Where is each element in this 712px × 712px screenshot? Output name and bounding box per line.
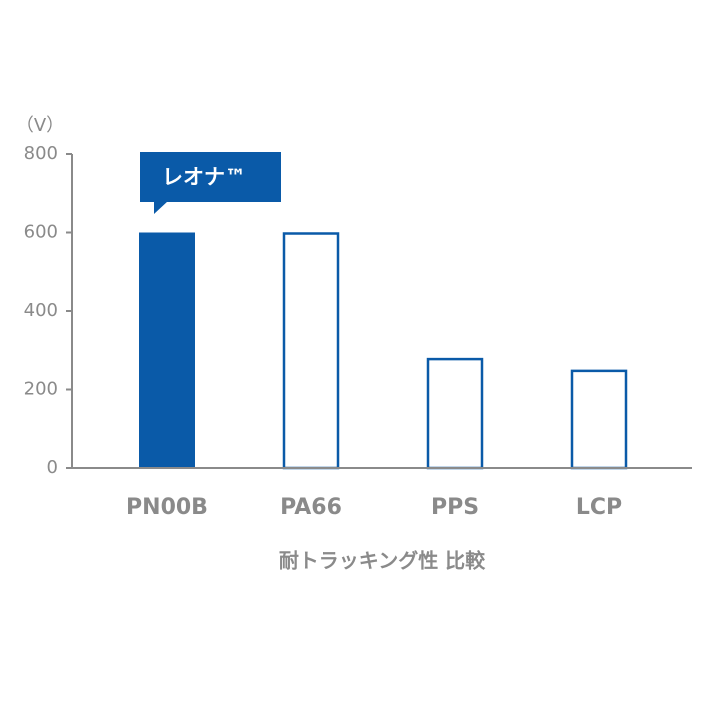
callout-box <box>140 152 281 202</box>
callout-text: レオナ™ <box>162 165 246 189</box>
y-tick-label: 200 <box>24 379 58 400</box>
y-axis-label: （V） <box>16 115 64 136</box>
x-tick-label: PPS <box>431 495 479 520</box>
y-tick-label: 600 <box>24 222 58 243</box>
x-tick-label: PN00B <box>126 495 208 520</box>
bar <box>139 232 195 468</box>
y-tick-label: 0 <box>47 457 58 478</box>
callout-pointer <box>154 201 168 214</box>
x-tick-label: LCP <box>576 495 622 520</box>
x-tick-label: PA66 <box>280 495 342 520</box>
y-tick-label: 800 <box>24 143 58 164</box>
y-tick-label: 400 <box>24 300 58 321</box>
x-axis-label: 耐トラッキング性 比較 <box>279 549 486 573</box>
